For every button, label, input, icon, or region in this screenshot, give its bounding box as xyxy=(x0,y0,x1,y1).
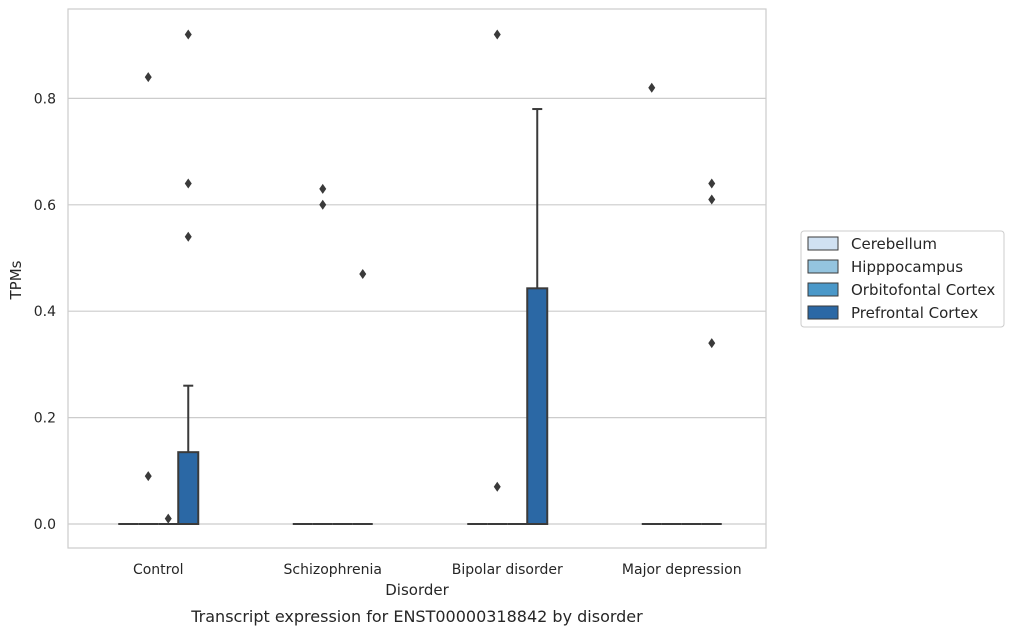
legend: Cerebellum Hipppocampus Orbitofontal Corte… xyxy=(800,230,1005,328)
box-prefrontal-cortex xyxy=(526,108,549,525)
box-body xyxy=(177,451,200,525)
legend-frame xyxy=(800,230,1005,328)
box-body xyxy=(526,287,549,525)
legend-swatch xyxy=(807,236,839,251)
legend-label: Hipppocampus xyxy=(851,258,963,276)
y-tick-labels: 0.0 0.2 0.4 0.6 0.8 xyxy=(34,91,56,533)
box-hipppocampus xyxy=(487,481,508,525)
legend-swatch xyxy=(807,282,839,297)
box-prefrontal-cortex xyxy=(701,178,722,525)
outlier-point xyxy=(708,178,716,189)
box-hipppocampus xyxy=(138,72,159,525)
x-tick-labels: Control Schizophrenia Bipolar disorder Majo… xyxy=(133,562,742,578)
outlier-point xyxy=(144,72,152,83)
box-prefrontal-cortex xyxy=(352,268,373,525)
y-tick-label: 0.4 xyxy=(34,304,56,320)
legend-label: Prefrontal Cortex xyxy=(851,304,978,322)
box-orbitofontal-cortex xyxy=(158,513,179,525)
y-axis-title: TPMs xyxy=(7,260,25,300)
x-tick-label: Bipolar disorder xyxy=(452,562,563,578)
outlier-point xyxy=(493,29,501,40)
outlier-point xyxy=(493,481,501,492)
outlier-point xyxy=(144,471,152,482)
box-hipppocampus xyxy=(312,183,333,525)
outlier-point xyxy=(319,199,327,210)
plot-area-frame xyxy=(67,8,767,549)
box-series xyxy=(118,29,722,525)
x-tick-label: Control xyxy=(133,562,184,578)
grid-lines xyxy=(68,97,766,525)
outlier-point xyxy=(359,268,367,279)
outlier-point xyxy=(164,513,172,524)
box-prefrontal-cortex xyxy=(177,29,200,525)
outlier-point xyxy=(184,29,192,40)
legend-swatch xyxy=(807,305,839,320)
x-axis-title: Disorder xyxy=(385,581,449,599)
legend-label: Orbitofontal Cortex xyxy=(851,281,995,299)
y-tick-label: 0.6 xyxy=(34,198,56,214)
legend-label: Cerebellum xyxy=(851,235,937,253)
y-tick-label: 0.2 xyxy=(34,411,56,427)
y-tick-label: 0.0 xyxy=(34,517,56,533)
outlier-point xyxy=(708,338,716,349)
chart-caption: Transcript expression for ENST0000031884… xyxy=(190,607,643,626)
outlier-point xyxy=(184,231,192,242)
outlier-point xyxy=(184,178,192,189)
y-tick-label: 0.8 xyxy=(34,91,56,107)
legend-swatch xyxy=(807,259,839,274)
legend-items: Cerebellum Hipppocampus Orbitofontal Corte… xyxy=(807,235,995,322)
x-tick-label: Major depression xyxy=(622,562,742,578)
outlier-point xyxy=(319,183,327,194)
outlier-point xyxy=(708,194,716,205)
outlier-point xyxy=(648,82,656,93)
x-tick-label: Schizophrenia xyxy=(284,562,382,578)
box-cerebellum xyxy=(641,82,662,525)
